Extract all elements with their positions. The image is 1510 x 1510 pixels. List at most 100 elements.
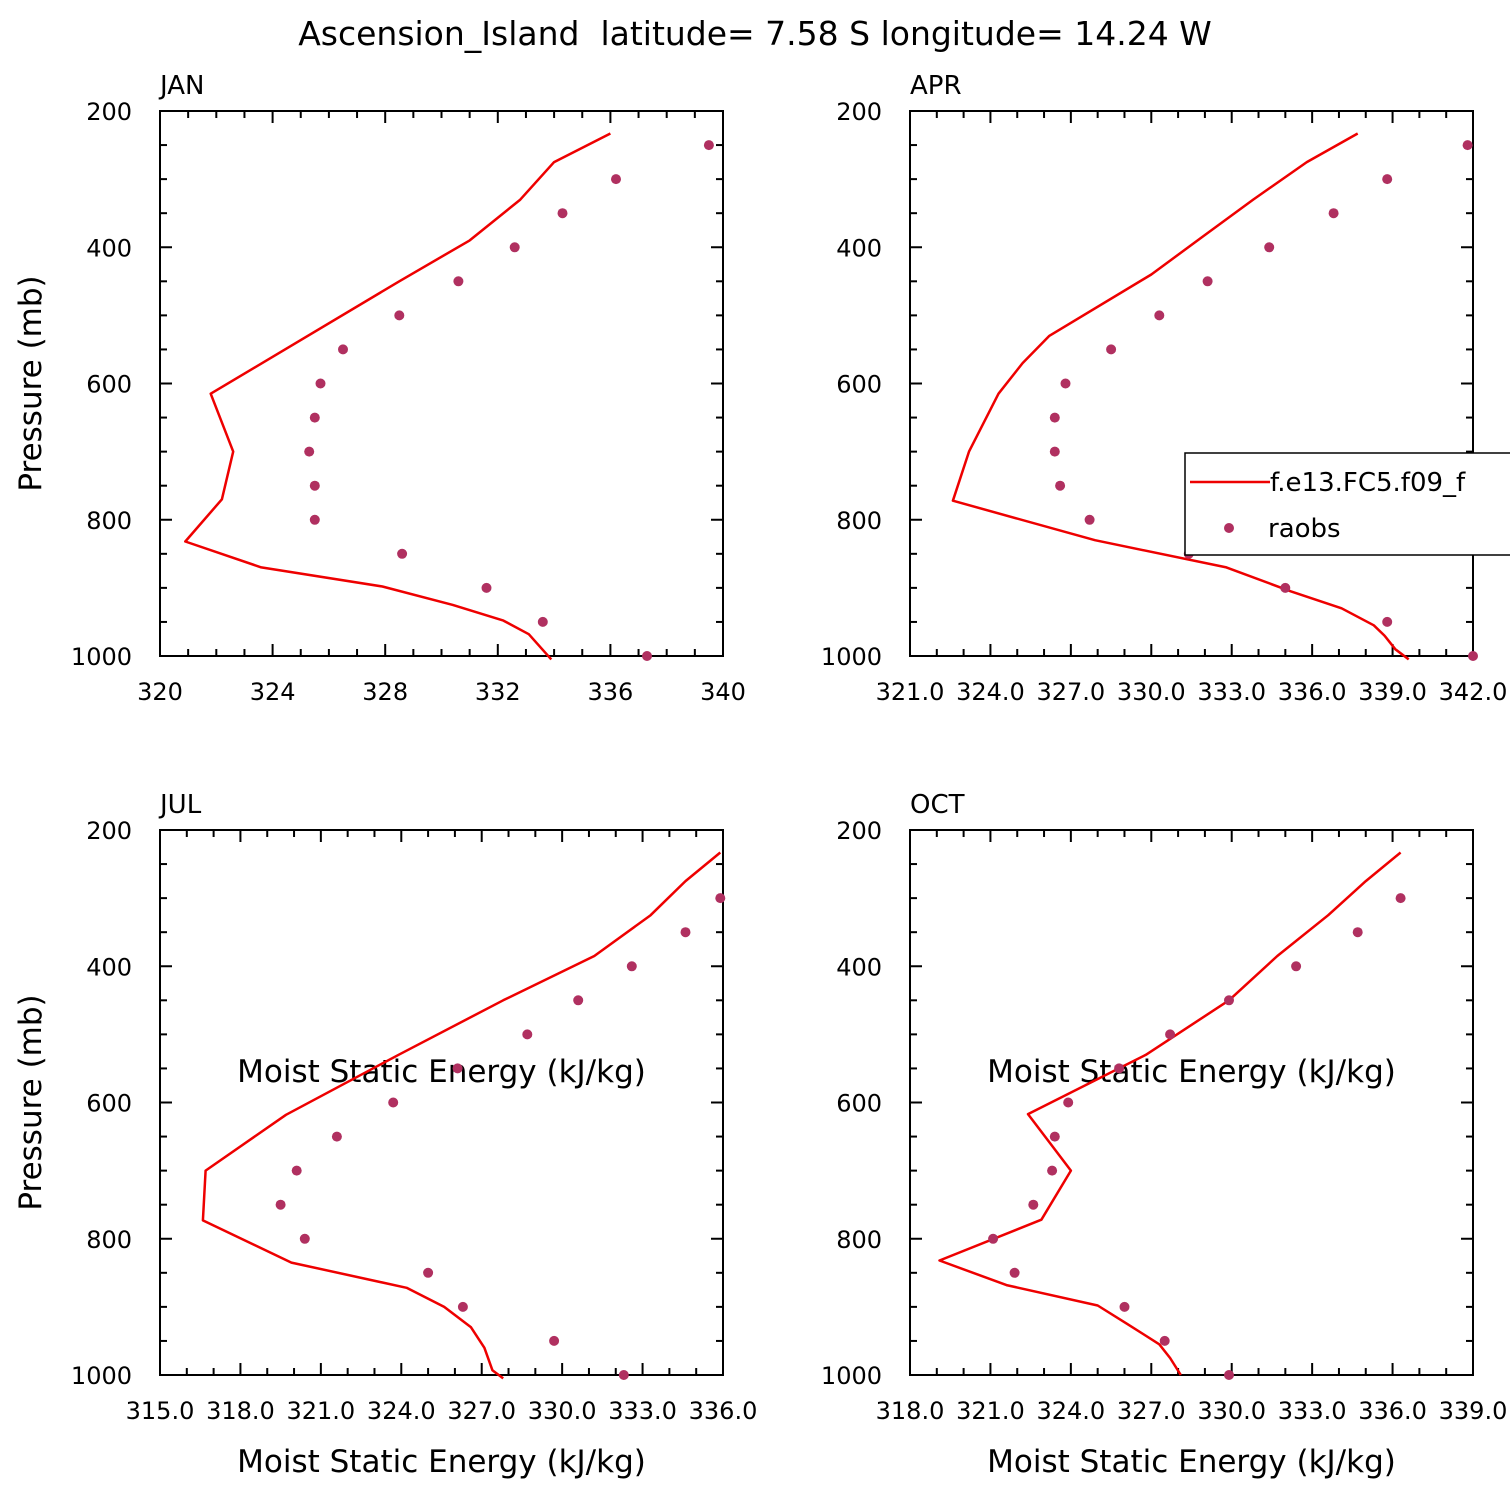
x-tick-label: 333.0 (1278, 1397, 1347, 1425)
x-tick-label: 324 (250, 678, 296, 706)
x-tick-label: 339.0 (1439, 1397, 1508, 1425)
x-tick-label: 321.0 (286, 1397, 355, 1425)
x-tick-label: 336.0 (1358, 1397, 1427, 1425)
raobs-point (1264, 242, 1275, 253)
x-tick-label: 336.0 (689, 1397, 758, 1425)
raobs-point (1352, 927, 1363, 938)
y-axis-title: Pressure (mb) (13, 275, 49, 491)
raobs-point (618, 1370, 629, 1380)
model-series-line (938, 851, 1402, 1376)
y-axis-title: Pressure (mb) (13, 994, 49, 1210)
raobs-point (1055, 480, 1066, 491)
panel-label: JAN (158, 71, 204, 101)
raobs-point (988, 1233, 999, 1244)
x-tick-label: 327.0 (1117, 1397, 1186, 1425)
y-tick-label: 600 (86, 371, 132, 399)
raobs-point (611, 174, 621, 185)
raobs-point (331, 1131, 342, 1142)
raobs-point (457, 1301, 468, 1312)
raobs-point (423, 1267, 434, 1278)
plot-frame (159, 829, 724, 1376)
raobs-point (1028, 1199, 1039, 1210)
x-tick-label: 332 (475, 678, 521, 706)
panel-label: APR (910, 71, 962, 101)
raobs-point (549, 1335, 560, 1346)
model-series-line (201, 851, 722, 1380)
raobs-point (557, 208, 568, 219)
legend-box (1184, 452, 1510, 556)
x-tick-label: 336 (587, 678, 633, 706)
x-axis-title: Moist Static Energy (kJ/kg) (987, 1054, 1396, 1090)
raobs-point (1159, 1335, 1170, 1346)
x-axis-title: Moist Static Energy (kJ/kg) (237, 1444, 646, 1480)
panel-label: OCT (910, 790, 965, 820)
raobs-point (309, 514, 320, 525)
x-axis-title: Moist Static Energy (kJ/kg) (987, 1444, 1396, 1480)
raobs-point (394, 310, 405, 321)
y-tick-label: 600 (836, 1090, 882, 1118)
raobs-point (299, 1233, 310, 1244)
raobs-point (703, 140, 714, 151)
raobs-point (1165, 1029, 1176, 1040)
y-tick-label: 200 (836, 817, 882, 845)
x-tick-label: 320 (137, 678, 183, 706)
raobs-point (338, 344, 348, 355)
x-tick-label: 340 (700, 678, 746, 706)
legend-label-obs: raobs (1268, 514, 1341, 544)
raobs-point (1202, 276, 1213, 287)
y-tick-label: 600 (86, 1090, 132, 1118)
x-tick-label: 330.0 (1197, 1397, 1266, 1425)
x-tick-label: 328 (362, 678, 408, 706)
x-tick-label: 315.0 (126, 1397, 195, 1425)
x-tick-label: 339.0 (1358, 678, 1427, 706)
plot-frame (909, 829, 1474, 1376)
raobs-point (1280, 582, 1291, 593)
y-tick-label: 1000 (71, 643, 132, 671)
raobs-point (1462, 140, 1473, 151)
x-tick-label: 321.0 (956, 1397, 1025, 1425)
raobs-point (397, 548, 408, 559)
raobs-point (626, 961, 637, 972)
plot-frame (159, 110, 724, 657)
raobs-point (715, 893, 726, 904)
y-tick-label: 800 (86, 507, 132, 535)
raobs-point (1224, 995, 1234, 1006)
raobs-point (1106, 344, 1117, 355)
raobs-point (573, 995, 584, 1006)
raobs-point (1328, 208, 1339, 219)
x-tick-label: 336.0 (1278, 678, 1347, 706)
y-tick-label: 200 (836, 98, 882, 126)
raobs-point (291, 1165, 302, 1176)
legend: f.e13.FC5.f09_f raobs (1184, 452, 1510, 556)
raobs-point (1382, 616, 1393, 627)
x-tick-label: 324.0 (1036, 1397, 1105, 1425)
x-axis-title: Moist Static Energy (kJ/kg) (237, 1054, 646, 1090)
y-tick-label: 1000 (821, 1362, 882, 1390)
raobs-point (1084, 514, 1095, 525)
raobs-point (275, 1199, 286, 1210)
raobs-point (1154, 310, 1165, 321)
x-tick-label: 321.0 (876, 678, 945, 706)
y-tick-label: 800 (836, 1226, 882, 1254)
panel-jan: JAN 320 324 328 332 336 340 200 400 600 800 1000 Mo… (13, 71, 746, 1090)
raobs-point (309, 412, 320, 423)
x-tick-label: 324.0 (367, 1397, 436, 1425)
y-tick-label: 400 (836, 234, 882, 262)
raobs-point (315, 378, 326, 389)
raobs-point (1063, 1097, 1074, 1108)
x-tick-label: 342.0 (1439, 678, 1508, 706)
x-tick-label: 318.0 (876, 1397, 945, 1425)
raobs-point (642, 651, 652, 661)
raobs-point (1009, 1267, 1020, 1278)
raobs-point (522, 1029, 533, 1040)
y-tick-label: 200 (86, 817, 132, 845)
x-tick-label: 330.0 (1117, 678, 1186, 706)
panel-apr: APR 321.0 324.0 327.0 330.0 333.0 336.0 339.0 3… (821, 71, 1510, 1090)
x-tick-label: 333.0 (608, 1397, 677, 1425)
y-tick-label: 600 (836, 371, 882, 399)
raobs-point (1395, 893, 1406, 904)
y-tick-label: 200 (86, 98, 132, 126)
raobs-point (1049, 412, 1060, 423)
y-tick-label: 800 (836, 507, 882, 535)
